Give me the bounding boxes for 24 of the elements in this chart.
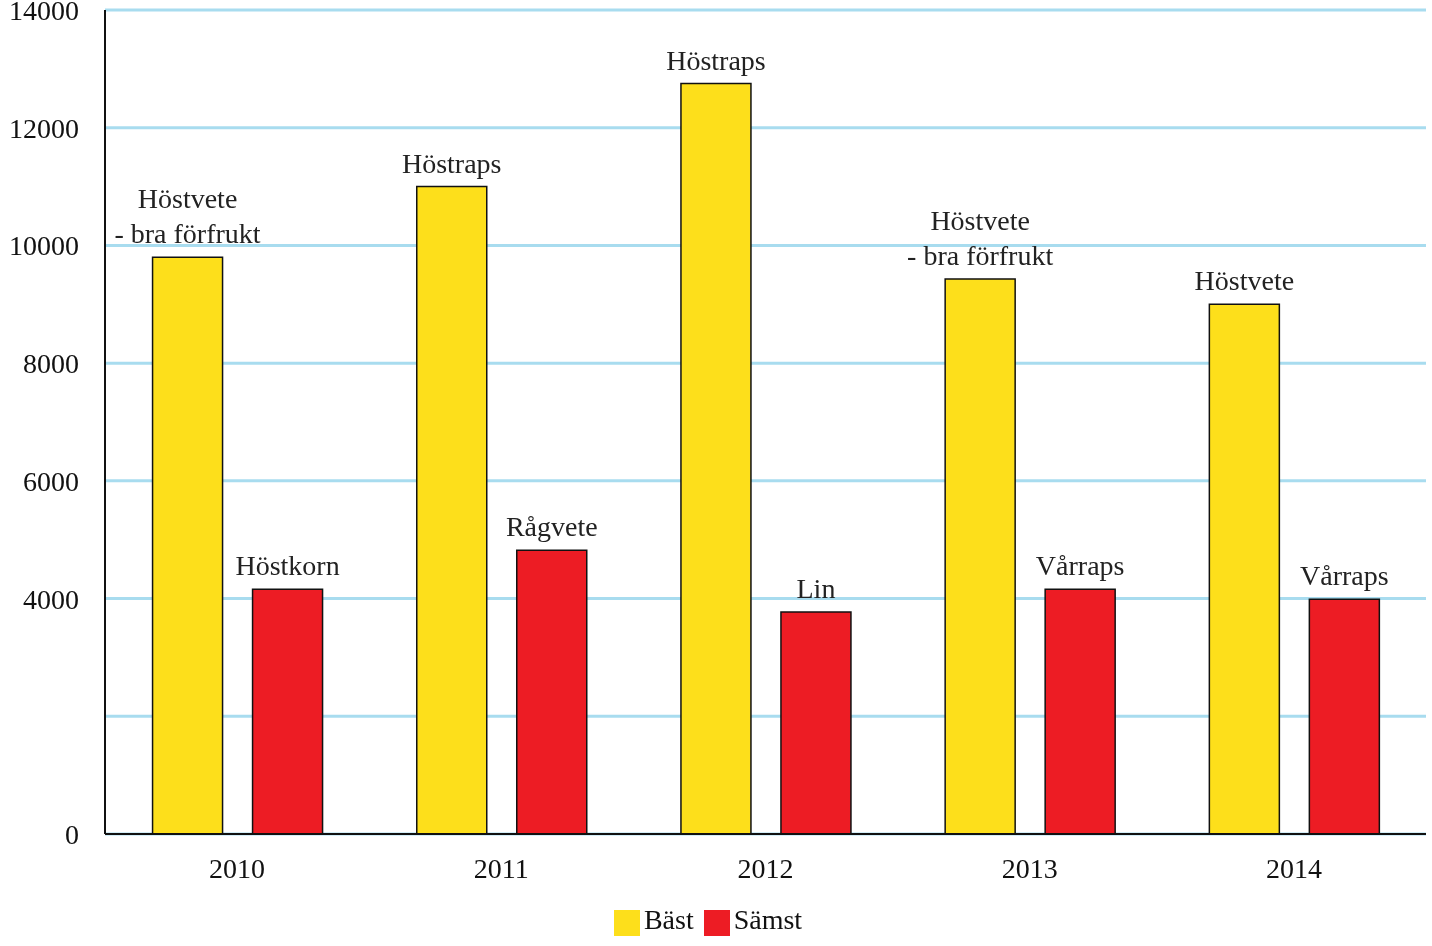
- data-label: Vårraps: [1035, 550, 1125, 582]
- data-label: Höstraps: [666, 44, 766, 76]
- x-tick-label: 2011: [473, 852, 529, 884]
- legend-label: Sämst: [733, 904, 803, 935]
- data-label: Vårraps: [1300, 560, 1389, 592]
- y-tick-label: 14000: [9, 0, 79, 26]
- y-tick-label: 12000: [9, 112, 79, 144]
- legend-label: Bäst: [643, 904, 694, 935]
- data-label: Rågvete: [505, 511, 598, 543]
- y-tick-label: 4000: [23, 583, 79, 615]
- x-tick-label: 2012: [737, 852, 794, 884]
- data-label: Höstvete: [1194, 265, 1295, 297]
- data-label: Höstkorn: [235, 550, 340, 582]
- x-tick-label: 2013: [1001, 852, 1058, 884]
- x-tick-label: 2010: [209, 852, 266, 884]
- y-tick-label: 6000: [23, 465, 79, 497]
- data-label: Höstvete - bra förfrukt: [114, 183, 261, 250]
- y-tick-label: 8000: [23, 348, 79, 380]
- x-tick-label: 2014: [1265, 852, 1322, 884]
- data-label: Lin: [796, 573, 836, 605]
- y-tick-label: 0: [65, 818, 79, 850]
- y-tick-label: 10000: [9, 230, 79, 262]
- data-label: Höstraps: [401, 147, 502, 179]
- data-label: Höstvete - bra förfrukt: [907, 204, 1054, 271]
